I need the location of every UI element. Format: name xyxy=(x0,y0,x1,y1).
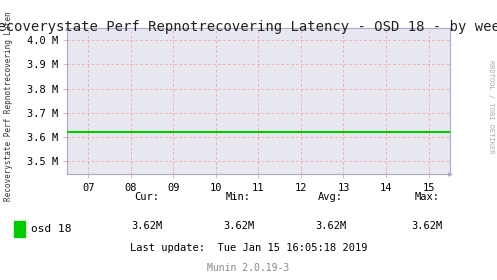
Text: Recoverystate Perf Repnotrecovering Laten: Recoverystate Perf Repnotrecovering Late… xyxy=(4,11,13,201)
Text: Last update:  Tue Jan 15 16:05:18 2019: Last update: Tue Jan 15 16:05:18 2019 xyxy=(130,242,367,253)
Text: RRDTOOL / TOBI OETIKER: RRDTOOL / TOBI OETIKER xyxy=(488,60,494,153)
Text: 3.62M: 3.62M xyxy=(412,221,443,231)
Text: osd 18: osd 18 xyxy=(31,224,71,234)
Text: Min:: Min: xyxy=(226,192,251,202)
Text: Max:: Max: xyxy=(415,192,440,202)
Text: 3.62M: 3.62M xyxy=(223,221,254,231)
Text: Munin 2.0.19-3: Munin 2.0.19-3 xyxy=(207,263,290,273)
Text: Cur:: Cur: xyxy=(134,192,159,202)
Text: Avg:: Avg: xyxy=(318,192,343,202)
Text: 3.62M: 3.62M xyxy=(131,221,162,231)
Text: Recoverystate Perf Repnotrecovering Latency - OSD 18 - by week: Recoverystate Perf Repnotrecovering Late… xyxy=(0,20,497,34)
Text: 3.62M: 3.62M xyxy=(315,221,346,231)
